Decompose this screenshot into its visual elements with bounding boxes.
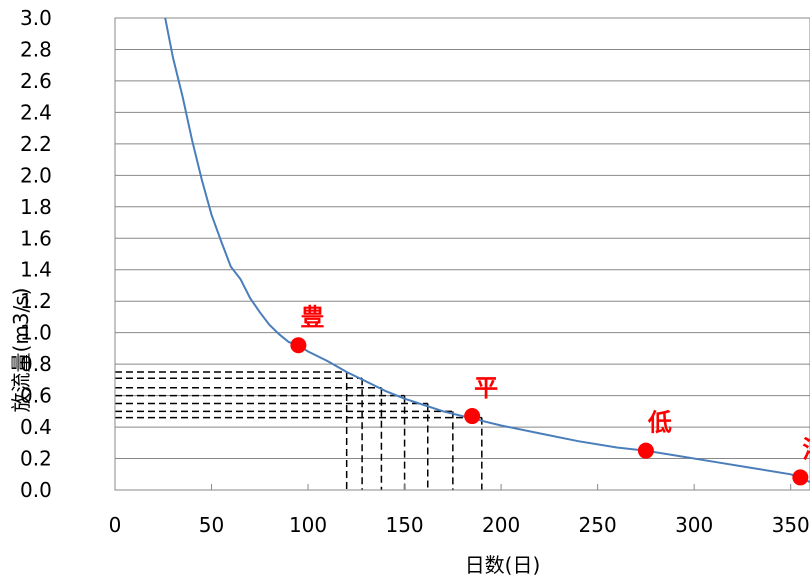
y-tick-labels: 0.0 0.2 0.4 0.6 0.8 1.0 1.2 1.4 1.6 1.8 2.0 2.2 2.4 2… [20,6,52,502]
plot-area-frame [114,17,810,491]
y-tick-label: 2.4 [20,100,52,124]
marker-label: 低 [647,409,672,437]
y-tick-label: 2.8 [20,37,52,61]
marked-points: 豊平低渇 [290,303,810,486]
y-tick-label: 1.2 [20,289,52,313]
y-tick-label: 0.0 [20,478,52,502]
y-tick-label: 2.6 [20,69,52,93]
x-tick-label: 350 [772,513,810,537]
y-tick-label: 0.4 [20,415,52,439]
marker-point [464,408,481,425]
horizontal-gridlines [115,17,810,491]
marker-point [637,442,654,459]
y-tick-label: 0.6 [20,384,52,408]
marker-label: 豊 [300,303,324,331]
y-tick-label: 0.2 [20,447,52,471]
series-line [164,17,810,483]
y-tick-label: 2.2 [20,132,52,156]
y-tick-label: 2.0 [20,163,52,187]
x-tick-label: 150 [385,513,423,537]
x-tick-label: 200 [482,513,520,537]
y-tick-label: 0.8 [20,352,52,376]
y-tick-label: 1.4 [20,258,52,282]
x-tick-label: 250 [579,513,617,537]
dashed-reference-lines [115,371,483,490]
x-tick-label: 300 [675,513,713,537]
y-tick-label: 1.0 [20,321,52,345]
y-tick-label: 1.8 [20,195,52,219]
x-tick-labels: 0 50 100 150 200 250 300 350 [109,484,810,537]
x-tick-label: 50 [199,513,224,537]
y-tick-label: 1.6 [20,226,52,250]
marker-point [290,337,307,354]
x-tick-label: 0 [109,513,122,537]
y-axis-title: 放流量(m3/s) [9,288,33,413]
y-tick-label: 3.0 [20,6,52,30]
x-tick-label: 100 [289,513,327,537]
x-axis-title: 日数(日) [465,553,541,577]
marker-point [792,469,809,486]
marker-label: 平 [474,374,498,402]
marker-label: 渇 [802,435,810,463]
